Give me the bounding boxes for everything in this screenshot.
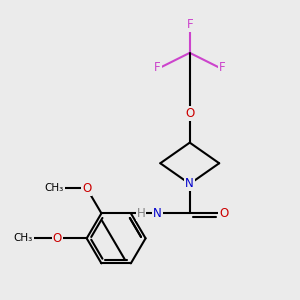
Text: N: N bbox=[185, 177, 194, 190]
Text: H: H bbox=[137, 207, 146, 220]
Text: F: F bbox=[186, 18, 193, 32]
Text: N: N bbox=[153, 207, 162, 220]
Text: F: F bbox=[154, 61, 161, 74]
Text: O: O bbox=[82, 182, 91, 195]
Text: CH₃: CH₃ bbox=[14, 233, 33, 243]
Text: CH₃: CH₃ bbox=[45, 183, 64, 193]
Text: O: O bbox=[219, 207, 228, 220]
Text: F: F bbox=[219, 61, 226, 74]
Text: O: O bbox=[185, 107, 194, 120]
Text: O: O bbox=[52, 232, 62, 245]
